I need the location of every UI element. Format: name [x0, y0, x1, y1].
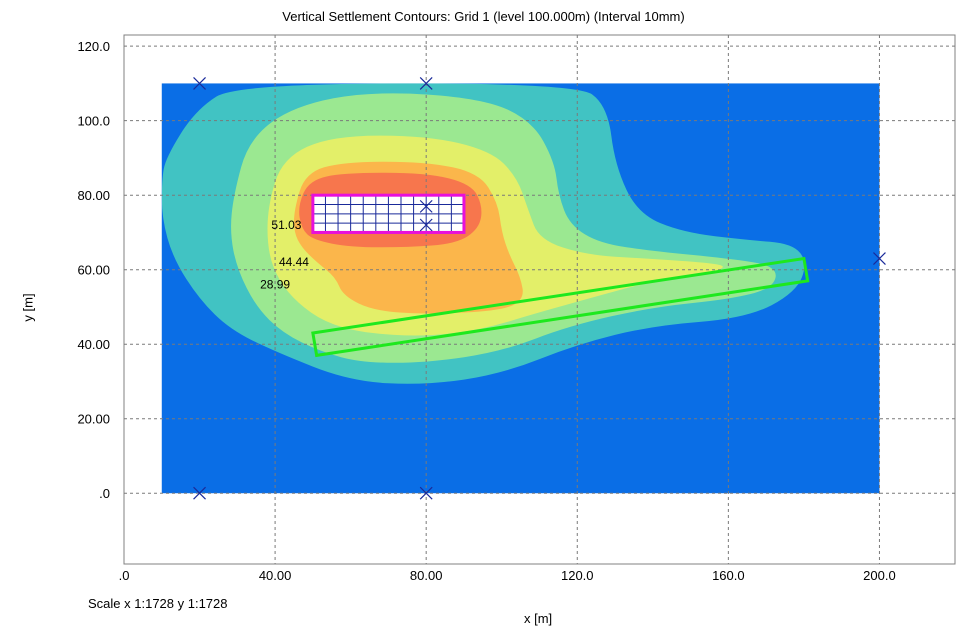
- node-markers: [193, 77, 886, 500]
- y-tick-label: 120.0: [77, 39, 110, 54]
- y-tick-label: 100.0: [77, 114, 110, 129]
- y-tick-label: 20.00: [77, 412, 110, 427]
- chart-title: Vertical Settlement Contours: Grid 1 (le…: [282, 9, 685, 24]
- contour-label: 51.03: [271, 218, 301, 232]
- node-marker: [193, 77, 206, 90]
- x-tick-label: 120.0: [561, 568, 594, 583]
- x-tick-label: 80.00: [410, 568, 443, 583]
- x-axis-ticks: .0 40.00 80.00 120.0 160.0 200.0: [119, 568, 896, 583]
- y-axis-ticks: .0 20.00 40.00 60.00 80.00 100.0 120.0: [77, 39, 110, 501]
- x-axis-label: x [m]: [524, 611, 553, 626]
- contour-labels: 51.03 44.44 28.99: [260, 218, 309, 292]
- node-marker: [873, 252, 886, 265]
- gridlines: [124, 35, 955, 564]
- node-marker: [419, 486, 433, 500]
- node-marker: [419, 218, 433, 232]
- loaded-rectangle: [311, 193, 466, 234]
- contour-label: 28.99: [260, 278, 290, 292]
- strip-outline: [311, 256, 810, 358]
- x-tick-label: 200.0: [863, 568, 896, 583]
- x-tick-label: 160.0: [712, 568, 745, 583]
- x-tick-label: .0: [119, 568, 130, 583]
- node-marker: [419, 77, 433, 90]
- contour-label: 44.44: [279, 255, 309, 269]
- y-tick-label: 80.00: [77, 188, 110, 203]
- scale-readout: Scale x 1:1728 y 1:1728: [88, 596, 228, 611]
- x-tick-label: 40.00: [259, 568, 292, 583]
- loaded-area-outline: [311, 193, 466, 234]
- y-axis-label: y [m]: [20, 293, 36, 322]
- strip-outline-shape: [311, 256, 810, 358]
- y-tick-label: 40.00: [77, 337, 110, 352]
- y-tick-label: 60.00: [77, 263, 110, 278]
- y-tick-label: .0: [99, 486, 110, 501]
- node-marker: [419, 199, 433, 213]
- node-marker: [193, 486, 206, 500]
